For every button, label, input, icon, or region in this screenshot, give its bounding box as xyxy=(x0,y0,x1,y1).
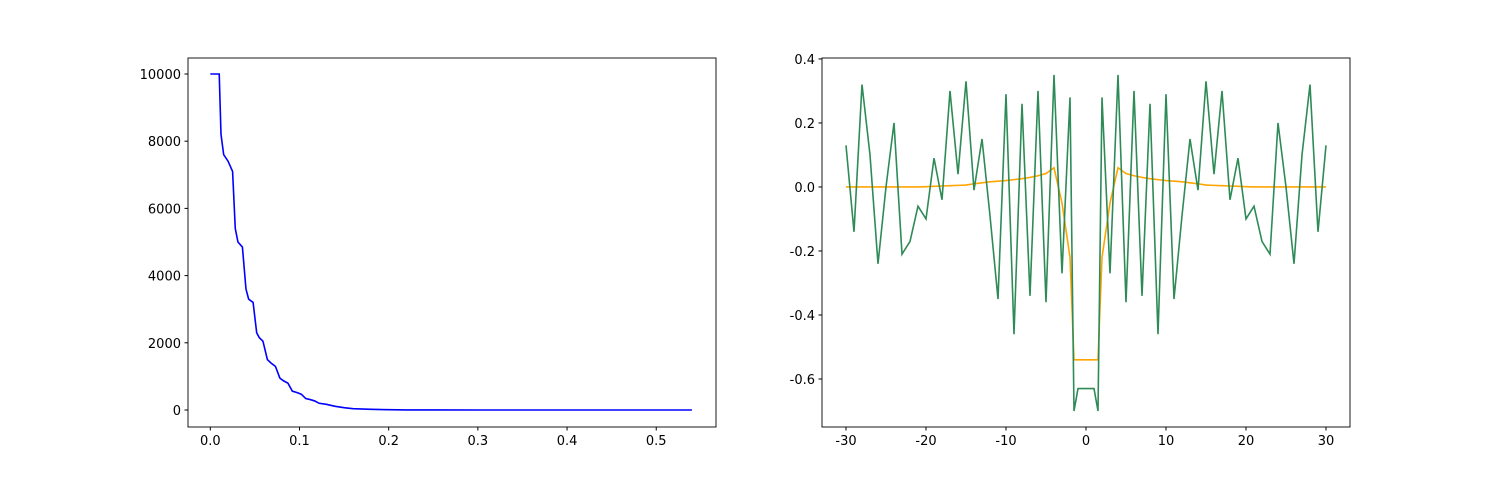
x-tick-label: 10 xyxy=(1158,434,1175,449)
x-tick-label: 0.3 xyxy=(468,434,489,449)
x-tick-label: 0 xyxy=(1082,434,1090,449)
data-line xyxy=(210,73,692,411)
x-tick-label: 0.2 xyxy=(378,434,399,449)
y-tick-label: 0 xyxy=(173,404,181,419)
y-tick-label: -0.2 xyxy=(790,245,815,260)
y-tick-label: 2000 xyxy=(148,337,181,352)
y-tick-label: -0.6 xyxy=(790,373,815,388)
y-tick-label: 0.0 xyxy=(794,181,815,196)
data-line xyxy=(845,74,1327,412)
x-tick-label: 0.1 xyxy=(289,434,310,449)
x-tick-label: 30 xyxy=(1318,434,1335,449)
y-tick-label: -0.4 xyxy=(790,309,815,324)
x-tick-label: -20 xyxy=(915,434,936,449)
x-tick-label: -10 xyxy=(995,434,1016,449)
y-tick-label: 8000 xyxy=(148,135,181,150)
x-tick-label: 0.5 xyxy=(646,434,667,449)
axes-frame xyxy=(821,57,1351,428)
x-tick-label: -30 xyxy=(835,434,856,449)
y-tick-label: 10000 xyxy=(140,68,181,83)
y-tick-label: 6000 xyxy=(148,202,181,217)
y-tick-label: 0.2 xyxy=(794,117,815,132)
x-tick-label: 0.0 xyxy=(200,434,221,449)
data-line xyxy=(846,166,1326,361)
y-tick-label: 4000 xyxy=(148,270,181,285)
x-tick-label: 20 xyxy=(1238,434,1255,449)
axes-frame xyxy=(187,57,717,428)
y-tick-label: 0.4 xyxy=(794,53,815,68)
x-tick-label: 0.4 xyxy=(557,434,578,449)
